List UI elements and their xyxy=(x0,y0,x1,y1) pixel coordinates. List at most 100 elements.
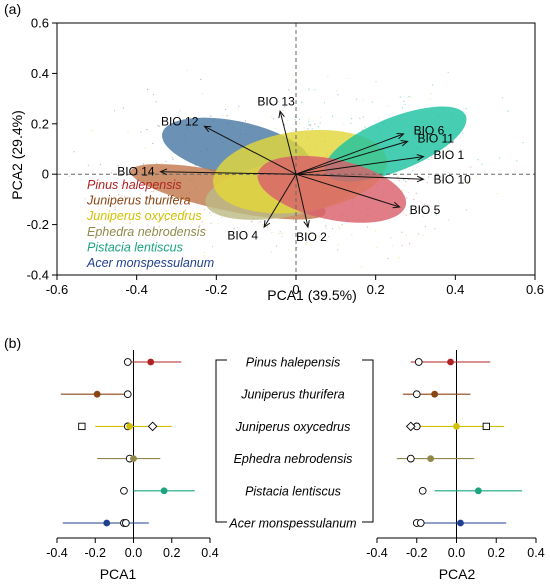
sample-point xyxy=(292,75,294,77)
pca2-axis-title: PCA2 xyxy=(439,566,476,582)
sample-point xyxy=(465,209,467,211)
sample-point xyxy=(160,218,162,220)
sample-point xyxy=(350,122,352,124)
sample-point xyxy=(328,236,330,238)
sample-point xyxy=(210,115,212,117)
sample-point xyxy=(152,94,154,96)
sample-point xyxy=(157,124,159,127)
sample-point xyxy=(443,151,445,153)
sample-point xyxy=(91,130,93,132)
row-ephedra-nebrodensis xyxy=(396,454,475,463)
sample-point xyxy=(288,249,290,251)
species-legend: Pinus halepensis Juniperus thuriferaJunip… xyxy=(86,178,214,270)
sample-point xyxy=(351,234,353,236)
vector-line xyxy=(295,174,309,228)
sample-point xyxy=(121,202,123,204)
sample-point xyxy=(376,246,378,248)
panel-a-label: (a) xyxy=(4,1,21,17)
sample-point xyxy=(496,192,499,195)
vector-label: BIO 5 xyxy=(410,203,441,217)
vector-line xyxy=(295,140,408,175)
sample-point xyxy=(426,182,428,184)
sample-point xyxy=(429,98,431,100)
sample-point xyxy=(186,69,188,71)
pca2-dot-plot: PCA2 -0.4 -0.2 0.0 0.2 0.4 xyxy=(366,350,545,582)
vector-bio-1: BIO 1 xyxy=(295,148,465,175)
sample-point xyxy=(424,203,426,205)
sample-point xyxy=(406,197,408,199)
sample-point xyxy=(320,234,322,236)
sample-point xyxy=(323,219,325,221)
sample-point xyxy=(341,224,343,226)
x-tick-label: 0.4 xyxy=(527,546,544,560)
sample-point xyxy=(161,162,163,164)
vector-arrowhead xyxy=(400,140,409,147)
sample-point xyxy=(308,88,310,90)
sample-point xyxy=(244,120,247,122)
vector-label: BIO 13 xyxy=(257,95,295,109)
pca-y-axis-title: PCA2 (29.4%) xyxy=(9,110,25,199)
sample-point xyxy=(217,223,219,225)
row-pistacia-lentiscus xyxy=(120,486,195,495)
species-label-ephedra-nebrodensis: Ephedra nebrodensis xyxy=(234,452,353,466)
sample-point xyxy=(422,234,424,237)
sample-point xyxy=(462,132,464,134)
sample-point xyxy=(403,100,405,102)
vector-label: BIO 12 xyxy=(161,115,199,129)
sample-point xyxy=(282,109,284,111)
sample-point xyxy=(522,142,524,144)
sample-point xyxy=(364,125,366,127)
sample-point xyxy=(271,231,273,234)
vector-arrowhead xyxy=(396,132,405,140)
x-tick-label: -0.2 xyxy=(205,282,227,297)
sample-point xyxy=(190,222,192,224)
sample-point xyxy=(144,147,146,149)
row-juniperus-thurifera xyxy=(60,390,132,399)
vector-line xyxy=(279,111,297,175)
sample-point xyxy=(283,106,286,108)
sample-point xyxy=(122,107,124,109)
mean-marker xyxy=(453,423,460,430)
legend-pistacia-lentiscus: Pistacia lentiscus xyxy=(87,240,183,254)
open-circle-marker xyxy=(412,390,421,399)
vector-bio-14: BIO 14 xyxy=(117,165,297,179)
sample-point xyxy=(434,228,436,230)
sample-point xyxy=(162,201,164,203)
sample-point xyxy=(308,121,310,123)
open-circle-marker xyxy=(418,486,427,495)
sample-point xyxy=(170,232,172,234)
sample-point xyxy=(292,219,295,221)
sample-point xyxy=(325,227,327,230)
x-tick-label: 0.4 xyxy=(201,546,218,560)
sample-point xyxy=(237,227,239,229)
sample-point xyxy=(332,228,334,230)
sample-point xyxy=(405,234,407,236)
pca1-dot-plot: PCA1 -0.4 -0.2 0.0 0.2 0.4 xyxy=(46,350,219,582)
sample-point xyxy=(447,71,449,73)
vector-label: BIO 14 xyxy=(117,165,155,179)
sample-point xyxy=(117,164,119,166)
ellipse-pistacia-lentiscus xyxy=(324,106,467,182)
sample-point xyxy=(305,244,307,246)
sample-point xyxy=(281,235,283,237)
sample-point xyxy=(475,176,477,178)
y-tick-label: 0 xyxy=(42,167,49,182)
sample-point xyxy=(402,212,404,214)
sample-point xyxy=(262,224,264,226)
sample-point xyxy=(308,118,310,120)
sample-point xyxy=(309,123,311,126)
sample-point xyxy=(150,207,152,209)
vector-arrowhead xyxy=(278,110,285,119)
mean-marker xyxy=(457,519,464,527)
sample-point xyxy=(226,115,228,117)
sample-point xyxy=(194,165,196,167)
sample-point xyxy=(104,184,106,186)
open-circle-marker xyxy=(414,358,423,366)
sample-point xyxy=(296,247,298,249)
row-pinus-halepensis xyxy=(123,358,182,366)
sample-point xyxy=(179,110,181,112)
species-label-juniperus-thurifera: Juniperus thurifera xyxy=(240,388,345,402)
sample-point xyxy=(306,241,308,243)
sample-point xyxy=(387,257,389,260)
sample-point xyxy=(203,255,205,257)
